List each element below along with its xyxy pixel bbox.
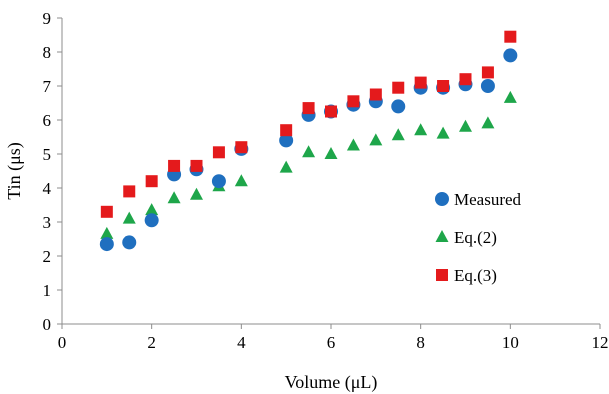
x-axis-title: Volume (μL) xyxy=(285,372,378,393)
circle-point xyxy=(480,79,495,93)
data-points xyxy=(99,30,518,252)
x-tick-label: 12 xyxy=(592,333,609,352)
legend-marker xyxy=(436,269,448,281)
square-point xyxy=(212,146,225,159)
square-point xyxy=(414,76,427,89)
square-point xyxy=(347,95,360,108)
x-tick-label: 10 xyxy=(502,333,519,352)
y-tick-label: 1 xyxy=(43,281,52,300)
square-point xyxy=(123,185,136,198)
legend-item: Eq.(2) xyxy=(435,228,497,247)
square-point xyxy=(504,30,517,43)
square-point xyxy=(302,102,315,115)
x-tick-label: 8 xyxy=(416,333,425,352)
y-tick-label: 2 xyxy=(43,247,52,266)
triangle-point xyxy=(279,160,293,173)
square-point xyxy=(369,88,382,101)
y-axis-title: Tin (μs) xyxy=(4,142,25,200)
circle-point xyxy=(391,99,406,114)
square-point xyxy=(145,175,158,188)
triangle-point xyxy=(167,191,181,204)
series-triangle xyxy=(100,90,517,239)
circle-point xyxy=(503,48,518,63)
axes xyxy=(57,17,601,329)
legend-item: Eq.(3) xyxy=(436,266,497,285)
square-point xyxy=(100,205,113,218)
y-tick-label: 3 xyxy=(43,213,52,232)
legend-marker xyxy=(435,230,449,242)
y-tick-label: 4 xyxy=(43,179,52,198)
legend-marker xyxy=(435,192,449,206)
triangle-point xyxy=(436,126,450,139)
legend: Measured Eq.(2) Eq.(3) xyxy=(435,190,522,285)
square-point xyxy=(481,66,494,79)
triangle-point xyxy=(369,133,383,146)
triangle-point xyxy=(190,187,203,200)
circle-point xyxy=(211,174,226,189)
x-tick-label: 6 xyxy=(327,333,336,352)
triangle-point xyxy=(100,226,114,239)
square-point xyxy=(459,73,472,86)
x-tick-label: 4 xyxy=(237,333,246,352)
triangle-point xyxy=(302,145,316,158)
series-square xyxy=(100,30,517,218)
square-point xyxy=(437,80,450,92)
circle-point xyxy=(122,235,137,250)
y-tick-label: 5 xyxy=(43,145,52,164)
y-tick-label: 7 xyxy=(43,77,52,96)
square-point xyxy=(280,124,293,137)
triangle-point xyxy=(122,211,136,224)
triangle-point xyxy=(503,90,517,103)
triangle-point xyxy=(459,119,472,132)
triangle-point xyxy=(414,123,428,136)
square-point xyxy=(190,159,203,172)
square-point xyxy=(392,81,405,94)
triangle-point xyxy=(346,138,360,151)
triangle-point xyxy=(481,116,495,129)
circle-point xyxy=(99,237,114,252)
y-tick-label: 0 xyxy=(43,315,52,334)
x-tick-label: 2 xyxy=(147,333,156,352)
legend-label: Eq.(3) xyxy=(454,266,497,285)
x-tick-label: 0 xyxy=(58,333,67,352)
circle-point xyxy=(144,213,159,228)
triangle-point xyxy=(145,203,159,216)
square-point xyxy=(168,159,181,172)
legend-item: Measured xyxy=(435,190,522,209)
legend-label: Eq.(2) xyxy=(454,228,497,247)
triangle-point xyxy=(234,174,248,187)
square-point xyxy=(325,105,337,118)
legend-label: Measured xyxy=(454,190,522,209)
circle-point xyxy=(279,133,294,148)
y-tick-label: 9 xyxy=(43,9,52,28)
triangle-point xyxy=(391,128,405,141)
square-point xyxy=(235,141,248,154)
y-tick-label: 8 xyxy=(43,43,52,62)
y-tick-label: 6 xyxy=(43,111,52,130)
triangle-point xyxy=(324,147,338,159)
